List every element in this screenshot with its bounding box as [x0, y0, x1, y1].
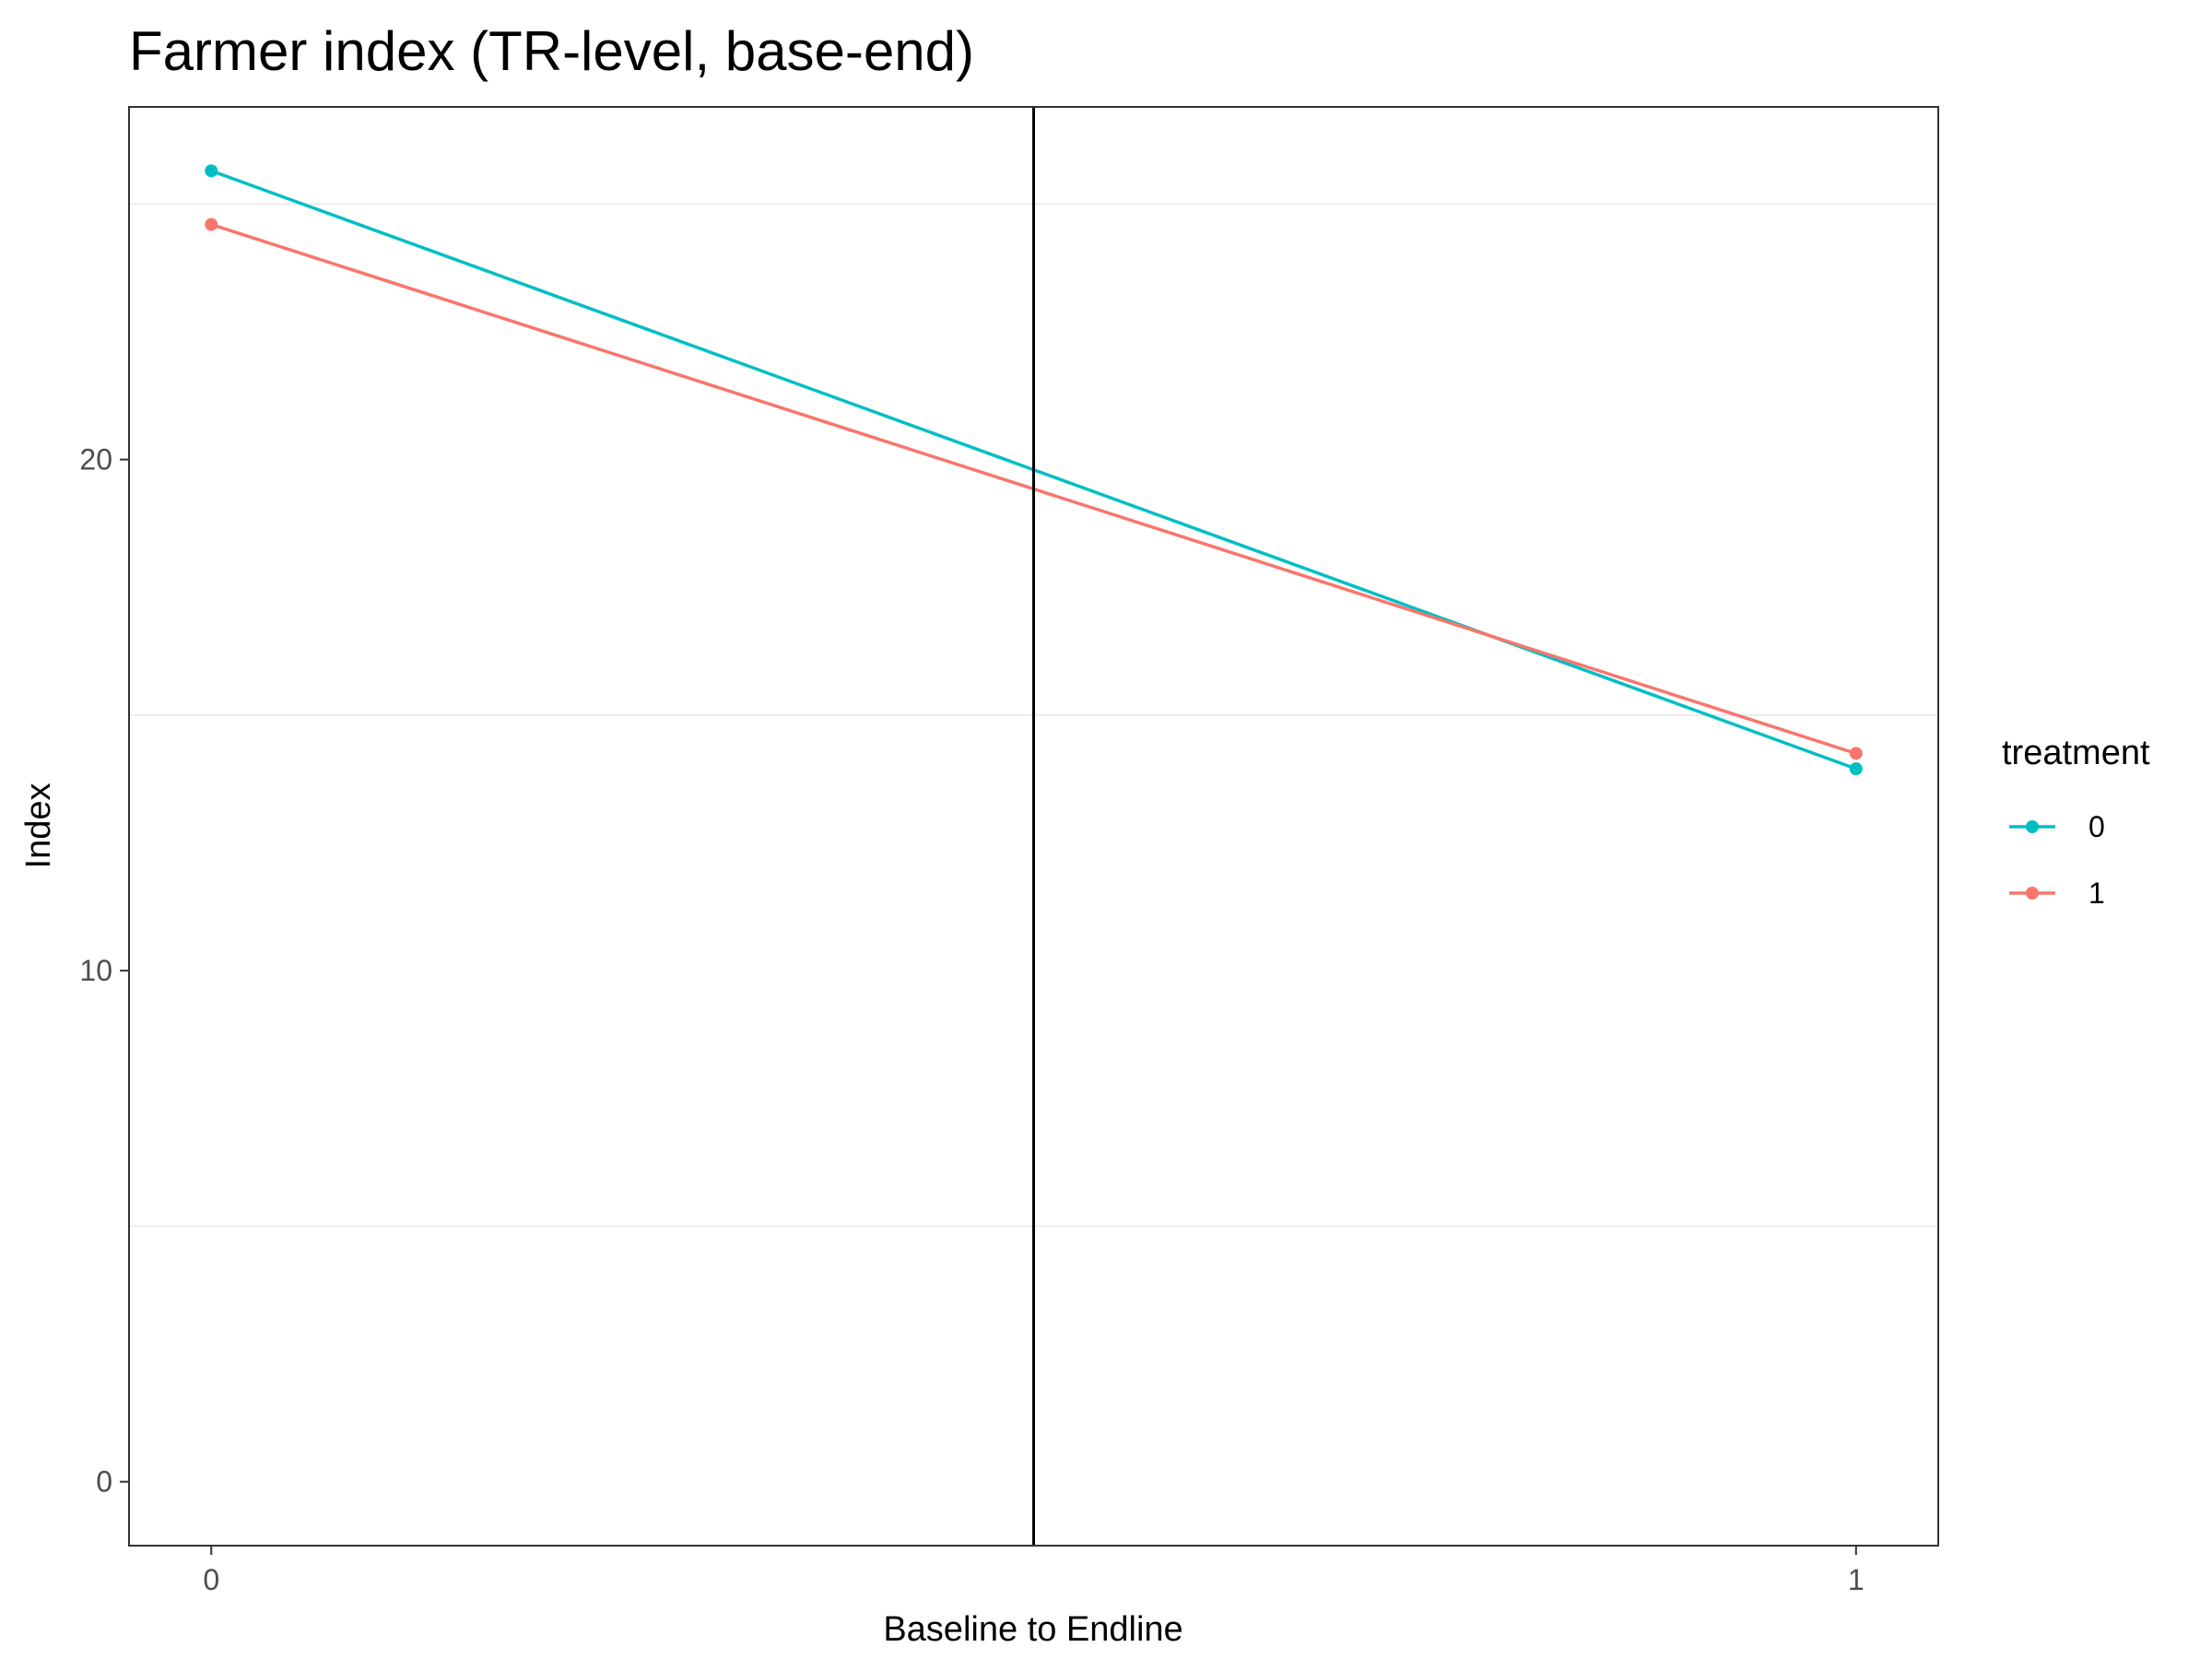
y-axis: 0 10 20 [79, 443, 129, 1499]
y-tick-label: 10 [79, 954, 112, 987]
y-axis-title: Index [19, 783, 58, 869]
legend-title: treatment [2002, 734, 2150, 772]
y-tick-label: 0 [96, 1465, 112, 1499]
plot-border [128, 106, 1939, 1547]
chart-title: Farmer index (TR-level, base-end) [129, 20, 974, 82]
legend-key-point [2026, 887, 2039, 900]
x-tick-label: 0 [203, 1563, 219, 1596]
x-tick-label: 1 [1848, 1563, 1865, 1596]
legend-key-point [2026, 820, 2039, 833]
legend-label: 0 [2088, 810, 2105, 843]
data-point [205, 164, 218, 178]
data-point [205, 218, 218, 231]
data-point [1849, 762, 1863, 776]
data-point [1849, 747, 1863, 760]
legend: treatment 0 1 [2002, 734, 2150, 910]
y-tick-label: 20 [79, 443, 112, 477]
x-axis-title: Baseline to Endline [883, 1610, 1182, 1649]
legend-item: 1 [2009, 877, 2105, 910]
legend-label: 1 [2088, 877, 2105, 910]
legend-item: 0 [2009, 810, 2105, 843]
